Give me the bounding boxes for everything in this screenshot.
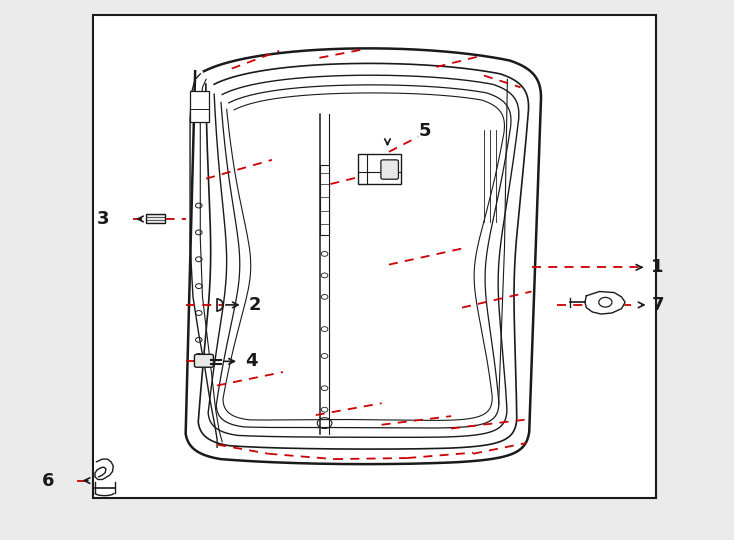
Text: 7: 7 (653, 296, 665, 314)
Bar (358, 154, 401, 184)
Bar (320, 165, 329, 235)
Text: 6: 6 (42, 471, 54, 490)
Text: 5: 5 (418, 123, 431, 140)
Text: 3: 3 (97, 210, 109, 228)
Text: 1: 1 (651, 258, 664, 276)
Polygon shape (585, 292, 625, 314)
FancyBboxPatch shape (146, 214, 165, 223)
FancyBboxPatch shape (195, 354, 214, 367)
FancyBboxPatch shape (381, 160, 399, 179)
Bar (92, 15, 656, 498)
Text: 2: 2 (249, 296, 261, 314)
Text: 4: 4 (245, 352, 258, 370)
Bar (190, 91, 209, 122)
